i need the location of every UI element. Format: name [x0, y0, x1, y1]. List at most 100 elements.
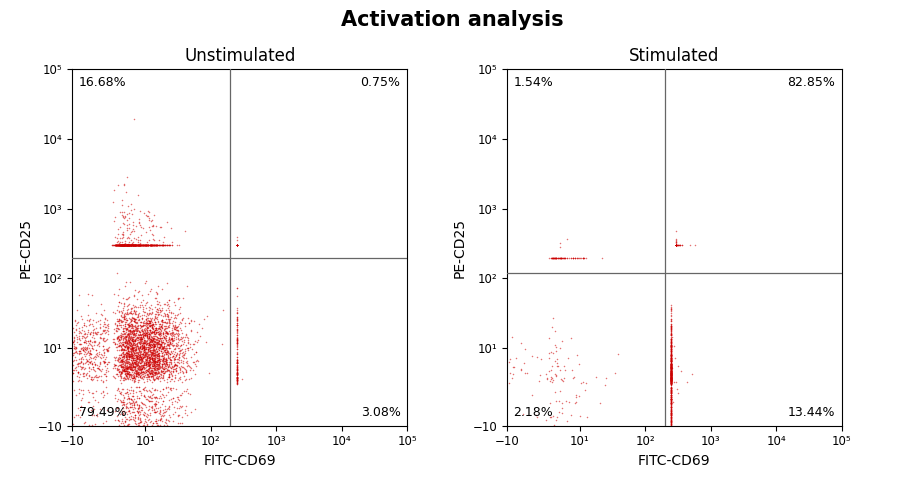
- Point: [139, 241, 154, 249]
- Point: [664, 360, 679, 368]
- Point: [669, 241, 683, 249]
- Point: [124, 366, 138, 374]
- Point: [65, 361, 80, 369]
- Point: [117, 310, 131, 318]
- Point: [164, 367, 178, 375]
- Point: [155, 400, 169, 408]
- Point: [111, 384, 126, 392]
- Point: [669, 241, 683, 249]
- Point: [127, 330, 141, 338]
- Point: [169, 342, 184, 350]
- Point: [127, 346, 141, 354]
- Point: [135, 364, 149, 372]
- Point: [127, 307, 141, 315]
- Point: [669, 241, 683, 249]
- Point: [134, 241, 148, 249]
- Point: [123, 344, 138, 352]
- Point: [669, 241, 683, 249]
- Point: [669, 241, 683, 249]
- Point: [146, 340, 160, 347]
- Point: [111, 339, 126, 347]
- Point: [127, 241, 141, 249]
- Point: [664, 417, 679, 425]
- Point: [132, 366, 147, 374]
- Point: [126, 314, 140, 322]
- Point: [138, 409, 152, 417]
- Point: [669, 241, 683, 249]
- Point: [172, 353, 186, 361]
- Point: [115, 327, 129, 335]
- Point: [115, 241, 129, 249]
- Point: [148, 340, 162, 348]
- Point: [81, 360, 95, 368]
- Point: [144, 340, 158, 348]
- Point: [548, 253, 562, 261]
- Point: [669, 241, 683, 249]
- Point: [669, 241, 683, 249]
- Point: [119, 241, 133, 249]
- Point: [664, 366, 679, 374]
- Point: [664, 378, 679, 386]
- Point: [119, 327, 134, 335]
- Point: [115, 398, 129, 406]
- Point: [669, 241, 683, 249]
- Point: [669, 241, 683, 249]
- Point: [70, 306, 84, 314]
- Point: [669, 241, 683, 249]
- Point: [664, 376, 679, 384]
- Point: [669, 241, 683, 249]
- Point: [669, 241, 683, 249]
- Point: [156, 241, 170, 249]
- Point: [669, 241, 683, 249]
- Point: [134, 373, 148, 381]
- Point: [664, 375, 679, 383]
- Point: [108, 241, 122, 249]
- Point: [669, 241, 683, 249]
- Point: [93, 330, 108, 338]
- Point: [124, 384, 138, 392]
- Point: [669, 241, 683, 249]
- Point: [66, 356, 81, 364]
- Point: [115, 366, 129, 374]
- Point: [108, 416, 122, 424]
- Point: [669, 241, 683, 249]
- Point: [230, 336, 244, 344]
- Point: [80, 357, 94, 365]
- Point: [167, 365, 182, 373]
- Point: [110, 241, 125, 249]
- Point: [669, 241, 683, 249]
- Point: [119, 241, 134, 249]
- Point: [155, 316, 169, 324]
- Point: [110, 241, 125, 249]
- Point: [669, 241, 683, 249]
- Point: [664, 335, 679, 343]
- Point: [145, 406, 159, 414]
- Point: [150, 340, 165, 348]
- Point: [669, 241, 683, 249]
- Point: [147, 400, 161, 408]
- Point: [669, 241, 683, 249]
- Point: [133, 359, 148, 367]
- Point: [664, 417, 679, 425]
- Point: [553, 366, 567, 374]
- Point: [669, 241, 683, 249]
- Point: [166, 410, 180, 418]
- Point: [669, 241, 683, 249]
- Point: [121, 338, 136, 346]
- Point: [669, 241, 683, 249]
- Point: [669, 241, 683, 249]
- Point: [669, 241, 683, 249]
- Point: [173, 303, 187, 311]
- Point: [669, 241, 683, 249]
- Point: [135, 355, 149, 363]
- Point: [116, 231, 130, 239]
- Point: [556, 377, 570, 385]
- Point: [143, 241, 157, 249]
- Point: [664, 380, 679, 388]
- Point: [669, 241, 683, 249]
- Point: [669, 241, 683, 249]
- Point: [669, 241, 683, 249]
- Point: [669, 241, 683, 249]
- Point: [664, 354, 679, 362]
- Point: [91, 339, 106, 347]
